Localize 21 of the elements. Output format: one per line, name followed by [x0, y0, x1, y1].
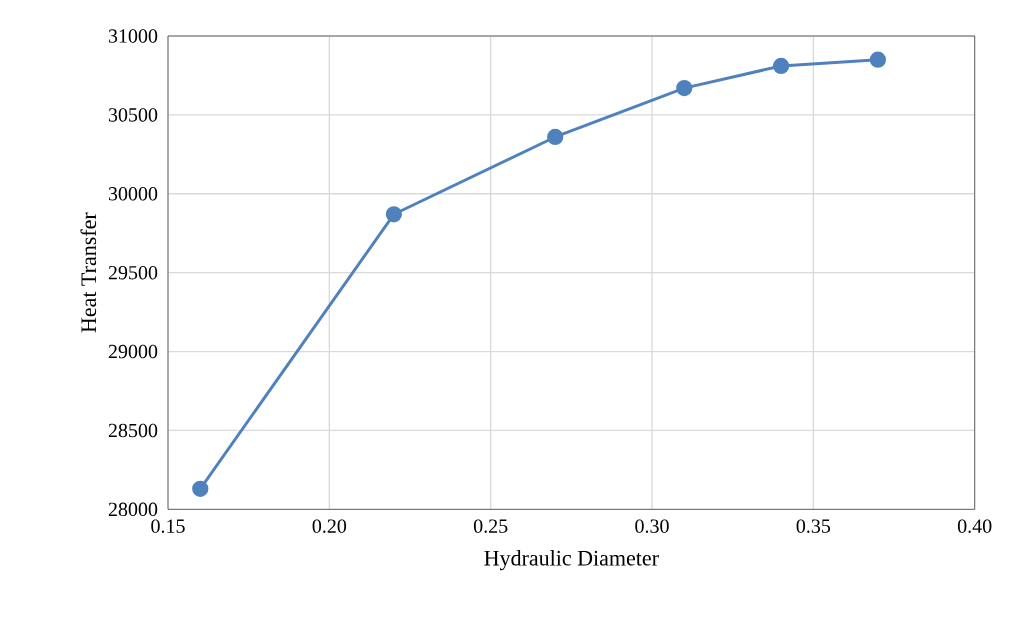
x-axis-title: Hydraulic Diameter: [484, 550, 659, 571]
y-tick-label: 29000: [108, 344, 158, 359]
point: [385, 206, 403, 223]
x-tick-label: 0.35: [796, 519, 831, 534]
point: [547, 129, 564, 146]
x-tick-label: 0.40: [957, 519, 992, 534]
point: [192, 480, 209, 498]
y-tick-label: 31000: [108, 29, 158, 43]
y-tick-label: 30500: [108, 108, 158, 122]
y-tick-label: 30000: [108, 187, 158, 201]
point: [772, 58, 790, 75]
y-axis-title: Heat Transfer: [80, 212, 97, 333]
y-tick-label: 28500: [108, 423, 158, 438]
x-tick-label: 0.30: [635, 519, 669, 534]
point: [869, 51, 887, 68]
x-tick-label: 0.20: [312, 519, 347, 534]
point: [676, 80, 693, 97]
y-tick-label: 28000: [108, 502, 158, 517]
x-tick-label: 0.15: [151, 519, 185, 534]
y-tick-label: 29500: [108, 266, 158, 280]
x-tick-label: 0.25: [473, 519, 508, 534]
